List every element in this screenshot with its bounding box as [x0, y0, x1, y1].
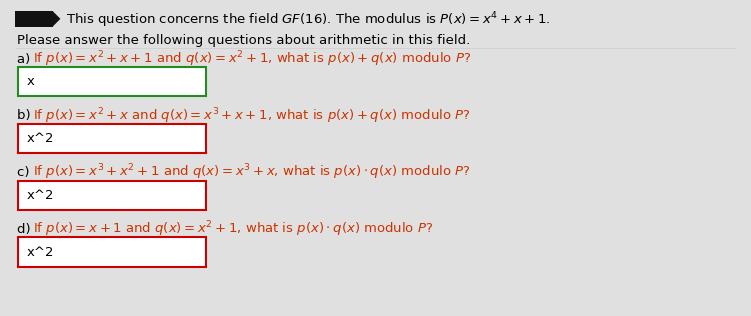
Text: x^2: x^2	[27, 246, 55, 258]
Text: If $p(x) = x + 1$ and $q(x) = x^2 + 1$, what is $p(x) \cdot q(x)$ modulo $P$?: If $p(x) = x + 1$ and $q(x) = x^2 + 1$, …	[33, 220, 433, 239]
Text: This question concerns the field $GF(16)$. The modulus is $P(x) = x^4 + x + 1$.: This question concerns the field $GF(16)…	[66, 10, 550, 30]
FancyBboxPatch shape	[18, 237, 207, 267]
FancyBboxPatch shape	[18, 180, 207, 210]
Text: c): c)	[17, 166, 34, 179]
Polygon shape	[53, 11, 60, 27]
Text: x^2: x^2	[27, 132, 55, 145]
FancyBboxPatch shape	[18, 67, 207, 96]
FancyBboxPatch shape	[18, 124, 207, 153]
Text: a): a)	[17, 52, 35, 65]
Bar	[15, 11, 53, 27]
Text: x^2: x^2	[27, 189, 55, 202]
Text: Please answer the following questions about arithmetic in this field.: Please answer the following questions ab…	[17, 34, 471, 47]
Text: x: x	[27, 75, 35, 88]
Text: If $p(x) = x^2 + x$ and $q(x) = x^3 + x + 1$, what is $p(x) + q(x)$ modulo $P$?: If $p(x) = x^2 + x$ and $q(x) = x^3 + x …	[33, 106, 470, 126]
Text: If $p(x) = x^2 + x + 1$ and $q(x) = x^2 + 1$, what is $p(x) + q(x)$ modulo $P$?: If $p(x) = x^2 + x + 1$ and $q(x) = x^2 …	[33, 49, 471, 69]
Text: If $p(x) = x^3 + x^2 + 1$ and $q(x) = x^3 + x$, what is $p(x) \cdot q(x)$ modulo: If $p(x) = x^3 + x^2 + 1$ and $q(x) = x^…	[33, 163, 470, 183]
Text: b): b)	[17, 109, 35, 122]
Text: d): d)	[17, 223, 35, 236]
